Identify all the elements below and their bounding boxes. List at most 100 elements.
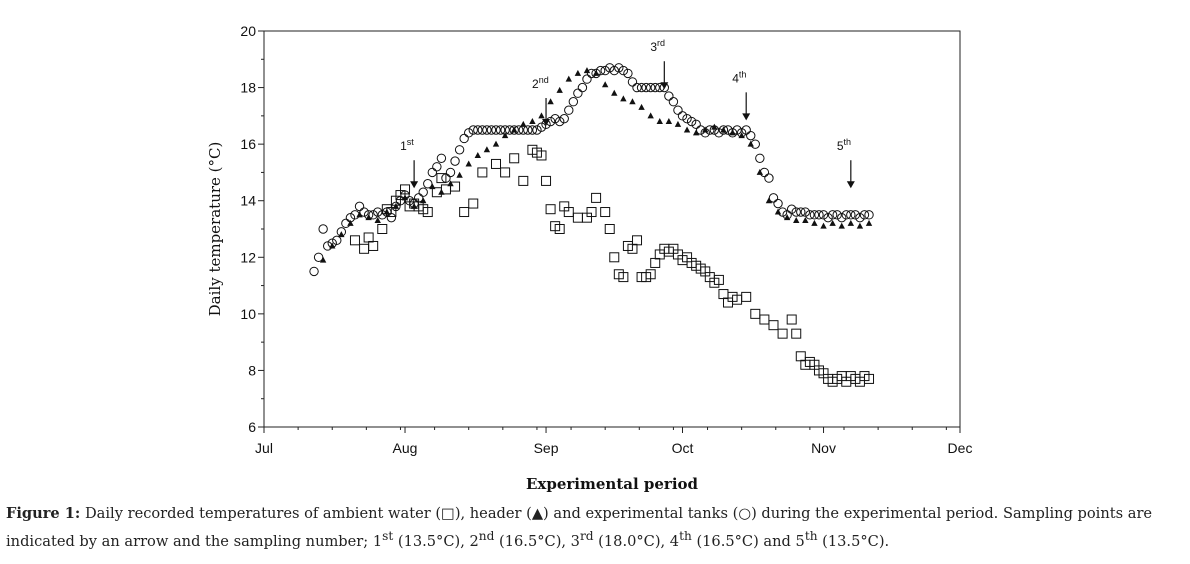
ambient-water-point <box>554 224 565 234</box>
x-tick-label: Nov <box>811 440 836 456</box>
sampling-label-sup: st <box>407 137 415 147</box>
experimental-tank-point <box>786 204 797 214</box>
experimental-tank-point <box>441 173 451 183</box>
header-point <box>383 208 391 215</box>
experimental-tank-point <box>473 125 483 135</box>
header-point <box>847 219 855 226</box>
ambient-water-point <box>545 204 556 215</box>
experimental-tank-point <box>841 210 851 220</box>
ambient-water-point <box>518 175 529 186</box>
caption-text: ) during the experimental period. Sampli… <box>6 505 1153 550</box>
header-point <box>865 219 873 226</box>
arrow-head <box>410 181 419 189</box>
y-tick-label: 20 <box>240 23 256 39</box>
experimental-tank-point <box>736 128 747 138</box>
experimental-tank-point <box>855 212 865 223</box>
header-point <box>456 171 463 178</box>
experimental-tank-point <box>832 210 842 220</box>
caption-sup: th <box>679 529 692 543</box>
sampling-label-sup: rd <box>657 38 665 48</box>
experimental-tank-point <box>359 207 369 217</box>
header-point <box>556 86 563 93</box>
experimental-tank-point <box>327 238 337 248</box>
header-point <box>574 69 582 76</box>
experimental-tank-point <box>377 210 387 220</box>
experimental-tank-point <box>837 212 847 223</box>
sampling-label: 5th <box>837 137 851 153</box>
ambient-water-point <box>541 175 552 186</box>
experimental-tank-point <box>432 162 442 172</box>
experimental-tank-point <box>554 116 565 127</box>
experimental-tank-point <box>514 125 524 135</box>
experimental-tank-point <box>491 125 501 135</box>
caption-sup: rd <box>579 529 594 543</box>
sampling-arrow: 1st <box>400 137 419 189</box>
experimental-tank-point <box>445 167 456 178</box>
experimental-tank-point <box>773 198 783 209</box>
caption-text: (16.5°C) and 5 <box>691 532 805 550</box>
experimental-tank-point <box>550 113 560 124</box>
experimental-tank-point <box>759 167 770 178</box>
temperature-chart: 6 8 10 12 14 16 18 20 Jul Aug Sep Oct Nov Dec 1st 2nd… <box>206 23 972 493</box>
experimental-tank-point <box>477 125 488 135</box>
header-point <box>529 118 536 125</box>
experimental-tank-point <box>464 128 474 138</box>
header-point <box>838 222 845 229</box>
caption-text: (13.5°C). <box>817 532 890 550</box>
experimental-tank-point <box>582 74 592 84</box>
experimental-tank-point <box>322 241 333 251</box>
header-point <box>829 219 836 226</box>
ambient-water-point <box>604 224 615 234</box>
experimental-tank-point <box>395 196 406 206</box>
ambient-water-point <box>377 224 388 234</box>
y-axis: 6 8 10 12 14 16 18 20 <box>240 23 264 435</box>
ambient-water-point <box>368 240 379 251</box>
experimental-tank-point <box>777 207 788 217</box>
ambient-water-point <box>450 181 461 192</box>
experimental-tank-point <box>318 224 328 234</box>
experimental-tank-point <box>527 125 538 135</box>
experimental-tank-point <box>750 139 760 149</box>
experimental-tank-point <box>782 210 792 220</box>
experimental-tank-point <box>600 65 610 76</box>
x-axis-label: Experimental period <box>526 475 699 493</box>
arrow-head <box>742 113 751 121</box>
ambient-water-point <box>477 167 488 178</box>
arrow-head <box>542 119 551 126</box>
y-tick-label: 8 <box>248 362 256 378</box>
header-point <box>811 219 818 226</box>
experimental-tank-point <box>564 105 574 115</box>
x-tick-label: Oct <box>672 440 694 456</box>
ambient-water-point <box>777 328 788 339</box>
header-point <box>319 256 327 263</box>
experimental-tank-point <box>823 212 833 223</box>
figure-caption: Figure 1: Daily recorded temperatures of… <box>6 502 1186 553</box>
experimental-tank-point <box>332 235 342 246</box>
y-axis-label: Daily temperature (°C) <box>206 142 224 317</box>
y-tick-label: 16 <box>240 136 256 152</box>
y-tick-label: 10 <box>240 306 256 322</box>
y-tick-label: 12 <box>240 249 256 265</box>
experimental-tank-point <box>518 125 528 135</box>
experimental-tank-point <box>764 173 774 183</box>
header-point <box>674 120 682 127</box>
caption-sup: nd <box>478 529 495 543</box>
experimental-tank-point <box>382 207 392 217</box>
caption-text: (16.5°C), 3 <box>494 532 580 550</box>
experimental-tank-point <box>577 82 588 93</box>
header-point <box>583 67 591 74</box>
header-point <box>374 217 381 224</box>
experimental-tank-point <box>859 210 870 220</box>
x-tick-label: Aug <box>393 440 418 456</box>
experimental-tank-point <box>605 63 615 73</box>
experimental-tank-point <box>723 125 733 135</box>
header-point <box>820 222 827 229</box>
experimental-tank-point <box>559 113 569 124</box>
sampling-label: 4th <box>732 69 746 85</box>
experimental-tank-point <box>418 187 428 197</box>
ambient-water-point <box>791 328 802 339</box>
experimental-tank-point <box>700 128 710 138</box>
ambient-water-point <box>591 192 602 203</box>
experimental-tank-point <box>850 210 861 220</box>
ambient-water-point <box>400 184 411 195</box>
